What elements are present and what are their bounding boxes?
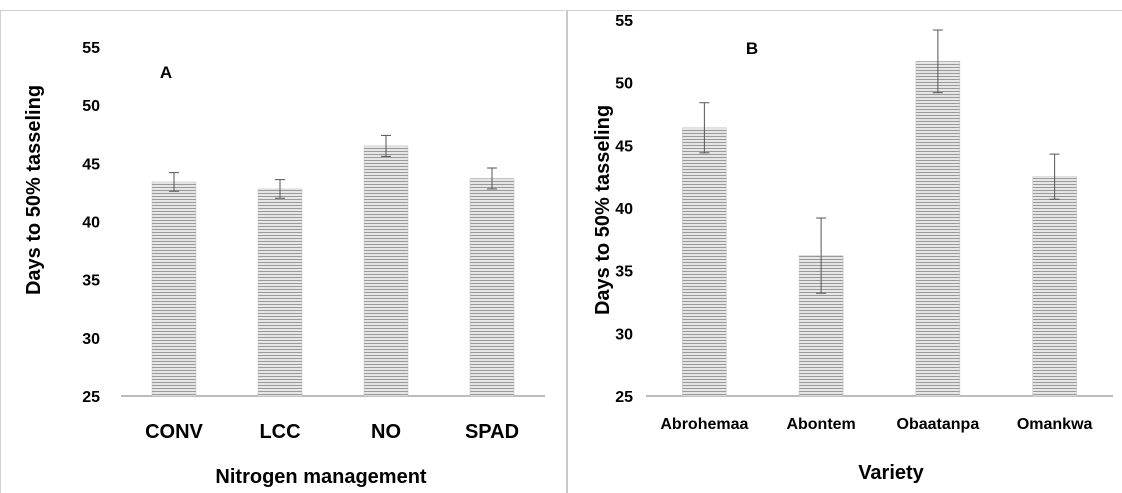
- bar-spad: [469, 178, 515, 397]
- chart-b-svg: 25 30 35 40 45 50 55 Abrohemaa Abontem Obaatanpa O…: [592, 13, 1113, 484]
- y-tick-label: 40: [82, 215, 100, 232]
- category-label: LCC: [259, 421, 300, 443]
- bar-no: [363, 145, 409, 397]
- panel-a-top-border: [0, 10, 565, 11]
- y-tick-label: 35: [615, 264, 633, 281]
- category-label: NO: [371, 421, 401, 443]
- bar-abrohemaa: [682, 127, 727, 397]
- panel-a-left-border: [0, 10, 1, 493]
- y-tick-label: 45: [615, 138, 633, 155]
- category-label: Omankwa: [1017, 416, 1093, 433]
- bar-conv: [151, 181, 197, 397]
- bar-obaatanpa: [915, 61, 961, 397]
- category-label: Obaatanpa: [897, 416, 980, 433]
- y-tick-label: 35: [82, 273, 100, 290]
- category-label: Abontem: [786, 416, 855, 433]
- y-tick-label: 25: [615, 389, 633, 406]
- chart-a-svg: 25 30 35 40 45 50 55 CONV LCC NO SPAD Nitrogen mana…: [23, 40, 545, 488]
- y-tick-label: 25: [82, 389, 100, 406]
- y-tick-label: 30: [615, 326, 633, 343]
- x-axis-title: Variety: [858, 462, 924, 484]
- category-label: SPAD: [465, 421, 519, 443]
- chart-panel-a: 25 30 35 40 45 50 55 CONV LCC NO SPAD Nitrogen mana…: [23, 40, 545, 488]
- y-tick-label: 55: [615, 13, 633, 30]
- panel-b-top-border: [568, 10, 1122, 11]
- y-tick-label: 50: [615, 76, 633, 93]
- category-label: CONV: [145, 421, 203, 443]
- panel-divider: [566, 10, 568, 493]
- y-tick-label: 55: [82, 40, 100, 57]
- bar-omankwa: [1032, 176, 1077, 397]
- y-tick-label: 45: [82, 156, 100, 173]
- category-label: Abrohemaa: [660, 416, 748, 433]
- panel-label: B: [746, 39, 758, 58]
- bar-lcc: [257, 188, 303, 397]
- y-tick-label: 40: [615, 201, 633, 218]
- chart-panel-b: 25 30 35 40 45 50 55 Abrohemaa Abontem Obaatanpa O…: [566, 0, 1122, 493]
- x-axis-title: Nitrogen management: [215, 466, 426, 488]
- panel-label: A: [160, 63, 172, 82]
- y-axis-title: Days to 50% tasseling: [592, 105, 614, 315]
- y-axis-title: Days to 50% tasseling: [23, 85, 45, 295]
- y-tick-label: 50: [82, 98, 100, 115]
- y-tick-label: 30: [82, 331, 100, 348]
